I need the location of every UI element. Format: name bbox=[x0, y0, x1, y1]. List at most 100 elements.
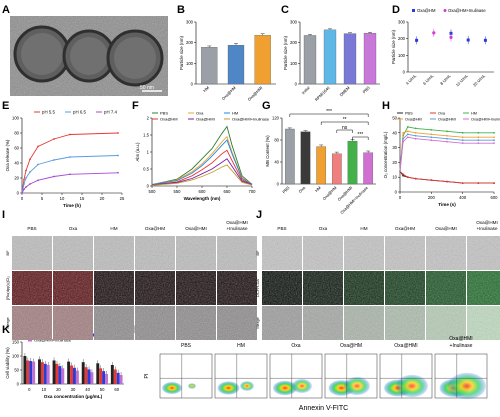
flow-y-label: PI bbox=[144, 373, 150, 379]
chart-e-xtick-label: 0 bbox=[21, 196, 24, 201]
chart-d-y-label: Particle size (nm) bbox=[391, 30, 396, 64]
significance-label: ns bbox=[342, 125, 348, 131]
bar-k bbox=[73, 367, 76, 384]
micrograph-texture bbox=[176, 271, 216, 305]
micrograph-texture bbox=[53, 306, 93, 340]
series-line bbox=[151, 125, 253, 186]
micrograph-texture bbox=[344, 236, 384, 270]
series-point bbox=[23, 178, 25, 181]
panel-f-chart: 0 0.5 1 1.5 2 Abs (a.u.) 500 550 600 650 700 Wavele… bbox=[135, 111, 270, 202]
chart-c-ytick-label: 200 bbox=[290, 40, 298, 45]
legend-label: Oxa@HMI+Inulinase bbox=[34, 338, 72, 343]
panel-a: A 50 nm bbox=[2, 4, 168, 96]
chart-f-x-label: Wavelength (nm) bbox=[184, 196, 221, 201]
flow-density-cluster bbox=[162, 382, 182, 394]
series-point bbox=[446, 140, 448, 143]
panel-letter-g: G bbox=[262, 100, 271, 112]
chart-b-ytick-label: 300 bbox=[186, 20, 194, 25]
bar-g bbox=[347, 140, 358, 185]
column-label: Oxa@HMI bbox=[476, 220, 498, 225]
series-line bbox=[399, 133, 494, 172]
category-label: 20 U/mL bbox=[472, 73, 487, 88]
bar-k bbox=[99, 368, 103, 384]
chart-f-ytick-label: 1 bbox=[147, 150, 150, 155]
series-point bbox=[69, 133, 71, 136]
series-point bbox=[402, 140, 405, 143]
category-label: RPMI1640 bbox=[314, 85, 331, 102]
category-label: PBS bbox=[281, 185, 290, 194]
bar-g bbox=[284, 128, 295, 185]
series-point bbox=[414, 131, 417, 134]
row-label: BF bbox=[255, 250, 260, 256]
series-point bbox=[446, 137, 448, 140]
row-label: [Ru(dpp)₃]Cl₂ bbox=[5, 276, 10, 300]
flow-density-cluster bbox=[396, 374, 428, 398]
flow-density-cluster bbox=[448, 372, 486, 400]
legend-label: Oxa bbox=[438, 112, 446, 116]
bar-k bbox=[84, 367, 88, 384]
column-label: PBS bbox=[27, 226, 36, 231]
column-label: HM bbox=[237, 343, 245, 349]
chart-g-ytick-label: 120 bbox=[272, 116, 280, 121]
series-point bbox=[23, 183, 25, 185]
bar-g bbox=[300, 131, 311, 185]
series-line bbox=[151, 164, 253, 186]
chart-h-ytick-label: 40 bbox=[392, 130, 397, 135]
panel-b-chart: 0 100 200 300 Particle size (nm) HM Oxa@HM Oxa@… bbox=[179, 20, 276, 102]
bar-g bbox=[316, 146, 327, 185]
bar-k bbox=[23, 356, 27, 384]
chart-k-x-label: Oxa concentration (μg/mL) bbox=[44, 394, 103, 399]
panel-letter-f: F bbox=[132, 100, 139, 112]
series-point bbox=[53, 175, 55, 178]
series-point bbox=[477, 136, 480, 139]
panel-letter-a: A bbox=[2, 4, 10, 16]
series-point bbox=[29, 183, 31, 185]
chart-c-ytick-label: 300 bbox=[290, 20, 298, 25]
series-point bbox=[25, 186, 27, 188]
micrograph-texture bbox=[426, 306, 466, 340]
bar-k bbox=[90, 372, 94, 384]
significance-bracket bbox=[336, 129, 353, 133]
column-label: HM bbox=[110, 226, 117, 231]
bar-k bbox=[102, 371, 106, 384]
panel-j-microscopy: PBS Oxa HM Oxa@HM Oxa@HMIOxa@HMI+InulinaseBF… bbox=[255, 220, 500, 340]
series-line bbox=[399, 130, 494, 172]
series-point bbox=[461, 131, 464, 134]
significance-bracket bbox=[320, 121, 369, 125]
flow-density-cluster bbox=[240, 381, 254, 391]
series-line bbox=[21, 155, 119, 194]
series-point bbox=[477, 142, 480, 145]
chart-k-ytick-label: 50 bbox=[14, 368, 19, 373]
nanoparticle-1-core bbox=[21, 33, 63, 75]
category-label: DMEM bbox=[339, 85, 351, 97]
series-point bbox=[117, 132, 119, 134]
legend-label: HM bbox=[471, 112, 477, 116]
column-label: HM bbox=[360, 226, 367, 231]
bar-k bbox=[55, 363, 59, 384]
series-point bbox=[477, 139, 480, 142]
series-point bbox=[493, 139, 495, 142]
row-label: DCFH-DA bbox=[255, 279, 260, 297]
chart-g-y-label: MB Content (%) bbox=[265, 135, 270, 167]
column-label: Oxa@HMI bbox=[226, 220, 248, 225]
series-line bbox=[151, 149, 253, 186]
significance-label: ** bbox=[343, 117, 347, 123]
bar-k bbox=[32, 361, 36, 384]
chart-c-y-label: Particle size (nm) bbox=[283, 36, 288, 70]
series-point bbox=[29, 158, 31, 161]
chart-e-xtick-label: 25 bbox=[120, 196, 125, 201]
bar-k bbox=[75, 370, 79, 384]
series-point bbox=[21, 192, 23, 194]
chart-h-ytick-label: 50 bbox=[392, 116, 397, 121]
chart-f-y-label: Abs (a.u.) bbox=[135, 142, 140, 162]
category-label: Oxa bbox=[297, 185, 306, 194]
panel-e-chart: 0 20 40 60 80 100 Oxa release (%) 0 5 10 15 20 25 Tim… bbox=[5, 110, 125, 209]
bar-k bbox=[52, 360, 56, 384]
series-point bbox=[406, 133, 409, 136]
column-label: Oxa@HM bbox=[145, 226, 165, 231]
column-label: Oxa@HMI bbox=[185, 226, 207, 231]
category-label: Oxa@HM bbox=[221, 85, 237, 101]
panel-letter-c: C bbox=[281, 4, 289, 16]
